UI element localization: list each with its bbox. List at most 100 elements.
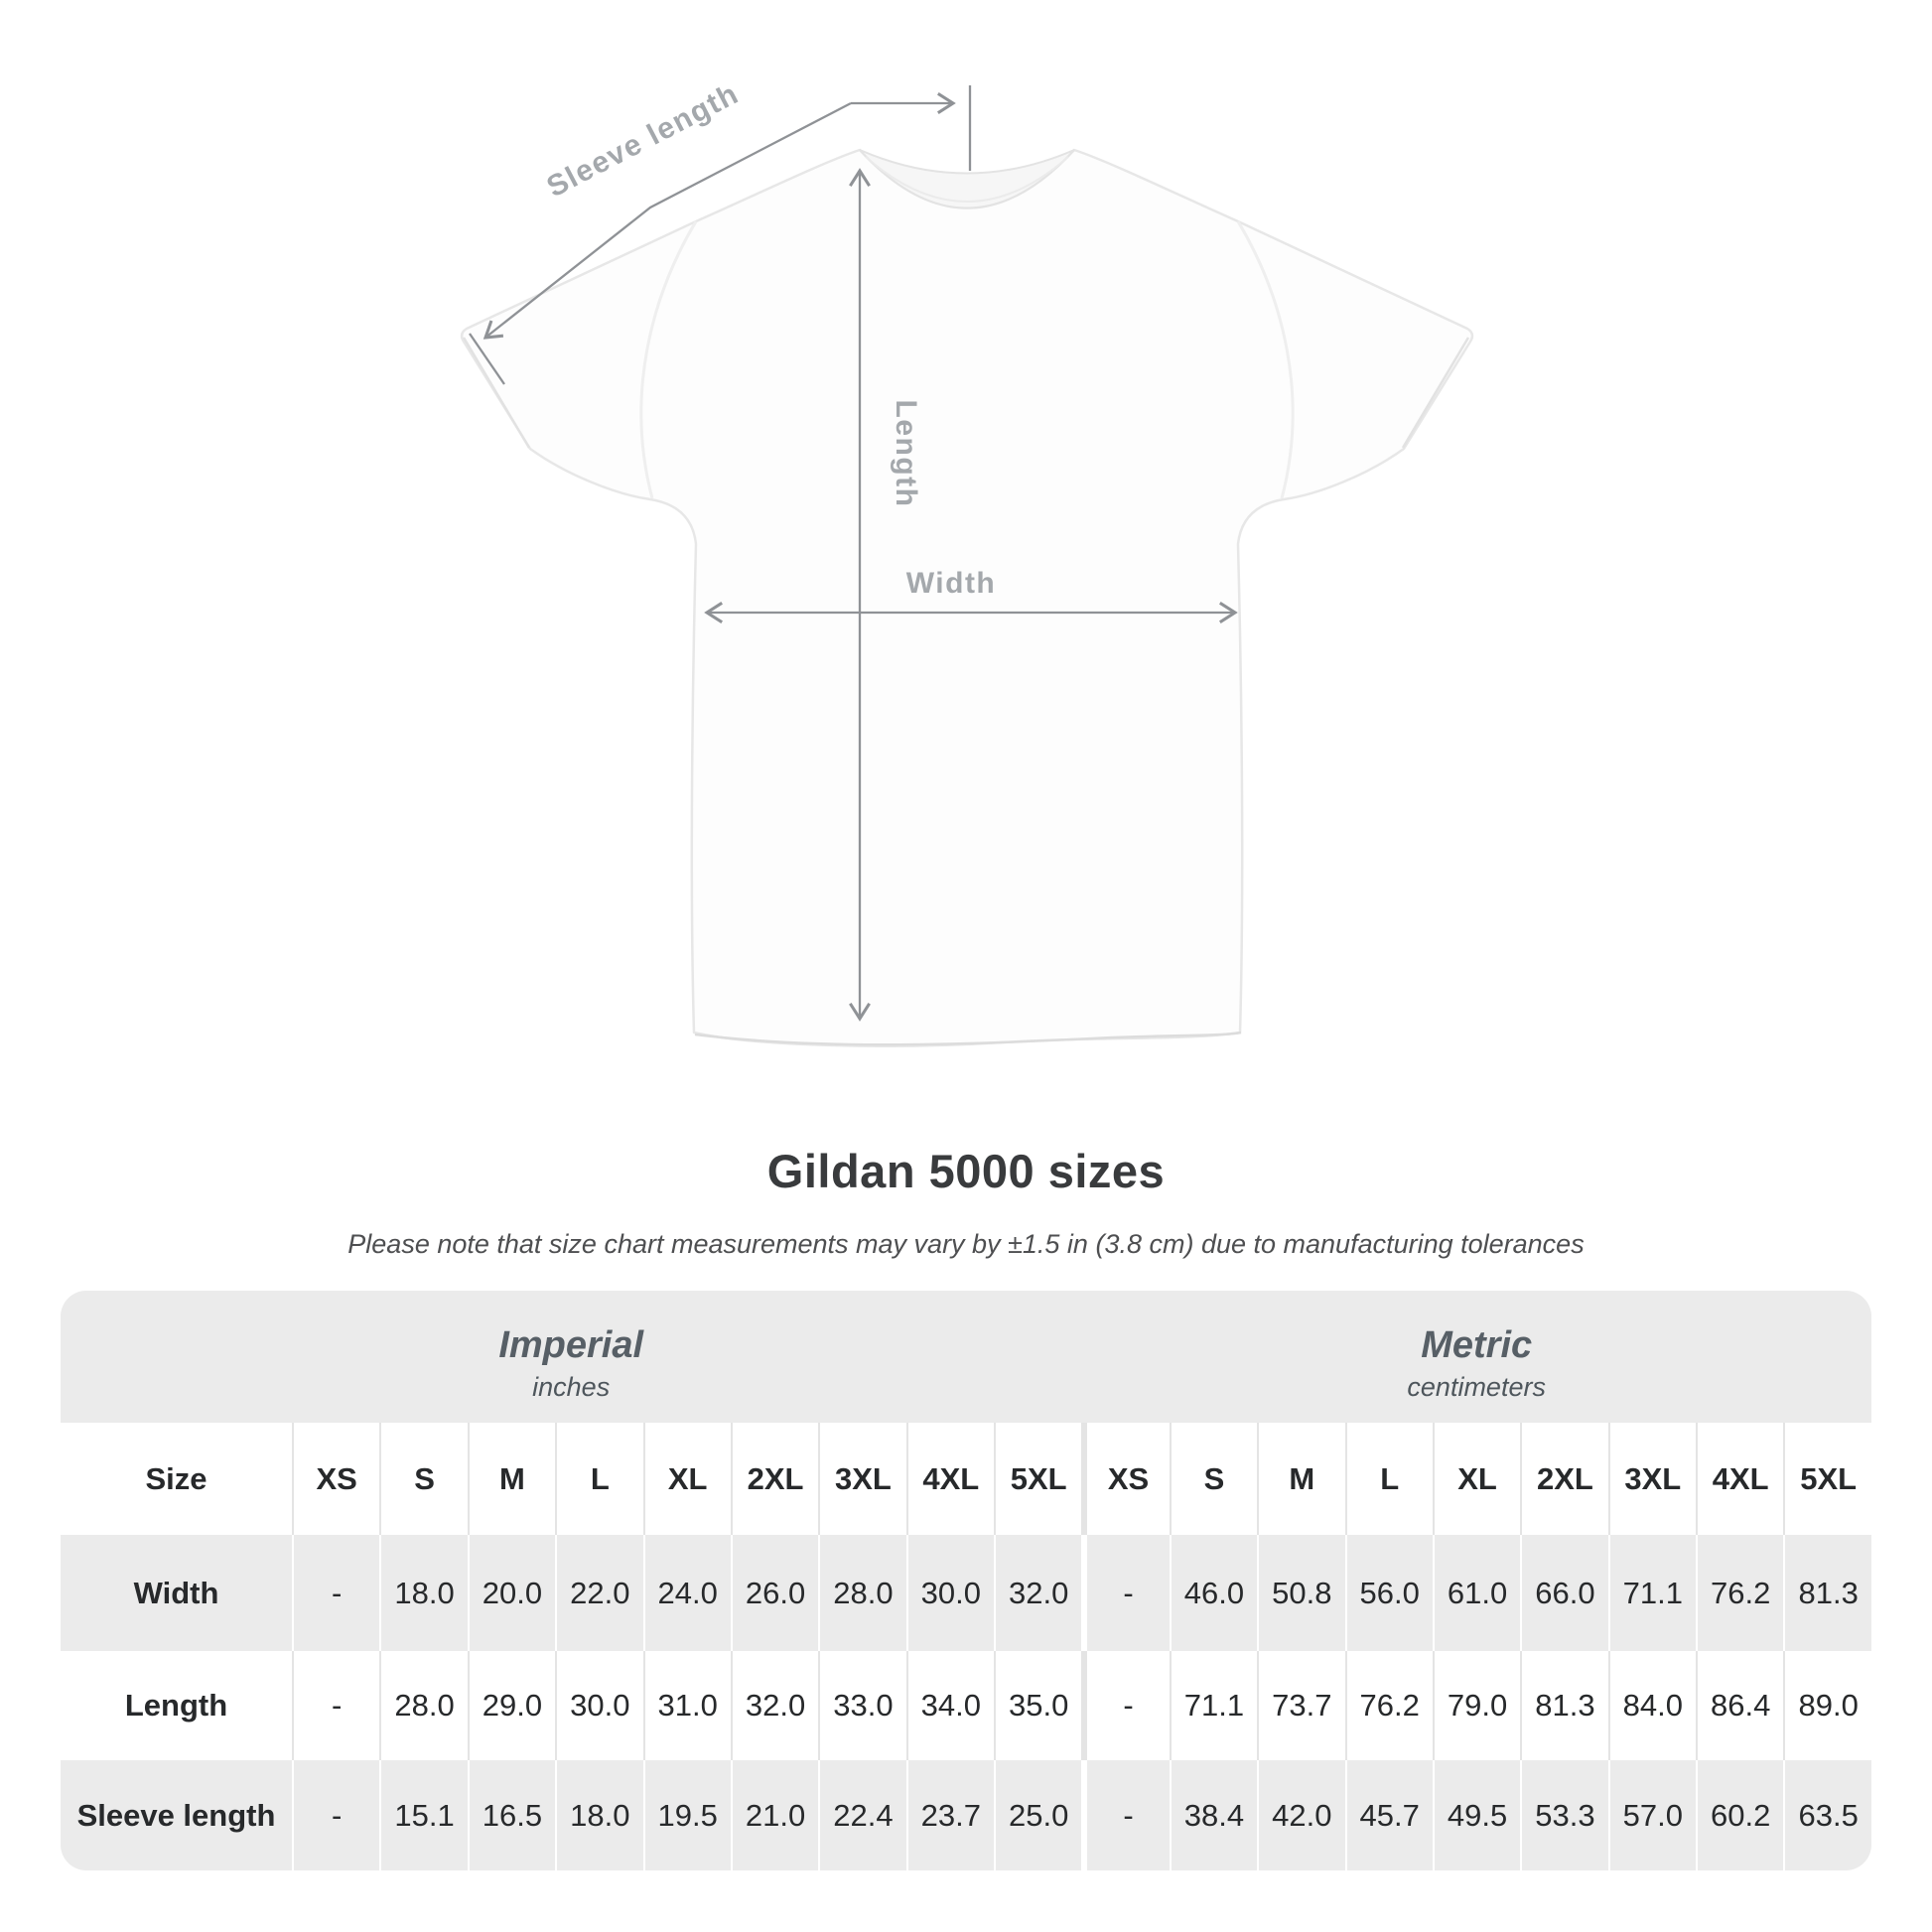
table-cell: 56.0 bbox=[1344, 1535, 1433, 1651]
length-label: Length bbox=[890, 400, 922, 508]
table-cell: 38.4 bbox=[1169, 1760, 1258, 1870]
size-col-metric-s: S bbox=[1169, 1423, 1258, 1535]
table-cell: 42.0 bbox=[1257, 1760, 1345, 1870]
table-cell: 73.7 bbox=[1257, 1651, 1345, 1760]
table-cell: 34.0 bbox=[905, 1651, 994, 1760]
sleeve-length-line bbox=[483, 101, 852, 340]
table-cell: 33.0 bbox=[818, 1651, 906, 1760]
collar bbox=[859, 149, 1075, 209]
length-row: Length - 28.0 29.0 30.0 31.0 32.0 33.0 3… bbox=[61, 1651, 1871, 1760]
table-cell: 32.0 bbox=[994, 1535, 1082, 1651]
table-cell: 31.0 bbox=[642, 1651, 731, 1760]
table-cell: 24.0 bbox=[642, 1535, 731, 1651]
table-cell: 28.0 bbox=[818, 1535, 906, 1651]
size-col-metric-3xl: 3XL bbox=[1607, 1423, 1696, 1535]
metric-header: Metric centimeters bbox=[1081, 1291, 1871, 1423]
table-cell: 22.0 bbox=[555, 1535, 643, 1651]
table-cell: 89.0 bbox=[1783, 1651, 1871, 1760]
sleeve-length-label: Sleeve length bbox=[542, 77, 745, 205]
table-cell: 25.0 bbox=[994, 1760, 1082, 1870]
table-cell: 46.0 bbox=[1169, 1535, 1258, 1651]
size-col-imperial-5xl: 5XL bbox=[994, 1423, 1082, 1535]
row-label-width: Width bbox=[61, 1535, 292, 1651]
table-cell: - bbox=[1081, 1760, 1170, 1870]
metric-unit: centimeters bbox=[1407, 1371, 1546, 1402]
table-cell: 21.0 bbox=[730, 1760, 819, 1870]
table-cell: 66.0 bbox=[1520, 1535, 1608, 1651]
size-col-imperial-4xl: 4XL bbox=[905, 1423, 994, 1535]
size-col-metric-xl: XL bbox=[1432, 1423, 1521, 1535]
table-cell: 28.0 bbox=[379, 1651, 468, 1760]
tolerance-note: Please note that size chart measurements… bbox=[347, 1229, 1585, 1259]
table-cell: 23.7 bbox=[905, 1760, 994, 1870]
table-cell: 32.0 bbox=[730, 1651, 819, 1760]
table-cell: 18.0 bbox=[555, 1760, 643, 1870]
imperial-title: Imperial bbox=[498, 1323, 644, 1366]
table-cell: 16.5 bbox=[467, 1760, 556, 1870]
table-cell: 50.8 bbox=[1257, 1535, 1345, 1651]
size-col-metric-2xl: 2XL bbox=[1520, 1423, 1608, 1535]
table-cell: 76.2 bbox=[1696, 1535, 1784, 1651]
imperial-header: Imperial inches bbox=[61, 1291, 1082, 1423]
table-cell: 71.1 bbox=[1607, 1535, 1696, 1651]
table-cell: 86.4 bbox=[1696, 1651, 1784, 1760]
size-col-metric-m: M bbox=[1257, 1423, 1345, 1535]
table-cell: - bbox=[1081, 1651, 1170, 1760]
sleeve-end-tick bbox=[469, 333, 505, 385]
table-cell: 30.0 bbox=[905, 1535, 994, 1651]
size-col-imperial-xs: XS bbox=[292, 1423, 380, 1535]
table-cell: 49.5 bbox=[1432, 1760, 1521, 1870]
size-col-imperial-2xl: 2XL bbox=[730, 1423, 819, 1535]
table-cell: 35.0 bbox=[994, 1651, 1082, 1760]
tshirt-shape bbox=[460, 148, 1474, 1047]
size-col-metric-l: L bbox=[1344, 1423, 1433, 1535]
table-cell: 30.0 bbox=[555, 1651, 643, 1760]
page-title: Gildan 5000 sizes bbox=[766, 1145, 1166, 1197]
size-table: Imperial inches Metric centimeters Size … bbox=[61, 1291, 1871, 1870]
table-cell: 18.0 bbox=[379, 1535, 468, 1651]
row-label-sleeve-length: Sleeve length bbox=[61, 1760, 292, 1870]
size-col-imperial-s: S bbox=[379, 1423, 468, 1535]
metric-title: Metric bbox=[1421, 1323, 1533, 1366]
measurement-lines bbox=[469, 85, 1238, 1022]
table-cell: 22.4 bbox=[818, 1760, 906, 1870]
unit-header-row: Imperial inches Metric centimeters bbox=[61, 1291, 1871, 1423]
size-col-metric-xs: XS bbox=[1081, 1423, 1170, 1535]
table-cell: 79.0 bbox=[1432, 1651, 1521, 1760]
table-cell: 15.1 bbox=[379, 1760, 468, 1870]
table-cell: 26.0 bbox=[730, 1535, 819, 1651]
table-cell: - bbox=[1081, 1535, 1170, 1651]
sleeve-length-row: Sleeve length - 15.1 16.5 18.0 19.5 21.0… bbox=[61, 1760, 1871, 1870]
tshirt-measurement-diagram: Sleeve length Length Width bbox=[460, 77, 1474, 1047]
table-cell: 81.3 bbox=[1783, 1535, 1871, 1651]
table-cell: - bbox=[292, 1535, 380, 1651]
width-row: Width - 18.0 20.0 22.0 24.0 26.0 28.0 30… bbox=[61, 1535, 1871, 1651]
size-col-imperial-3xl: 3XL bbox=[818, 1423, 906, 1535]
table-cell: 60.2 bbox=[1696, 1760, 1784, 1870]
size-column-header: Size bbox=[61, 1423, 292, 1535]
table-cell: 57.0 bbox=[1607, 1760, 1696, 1870]
table-cell: 71.1 bbox=[1169, 1651, 1258, 1760]
table-cell: - bbox=[292, 1651, 380, 1760]
table-cell: 19.5 bbox=[642, 1760, 731, 1870]
table-cell: 45.7 bbox=[1344, 1760, 1433, 1870]
width-label: Width bbox=[906, 567, 997, 600]
table-cell: 76.2 bbox=[1344, 1651, 1433, 1760]
table-cell: 53.3 bbox=[1520, 1760, 1608, 1870]
table-cell: 84.0 bbox=[1607, 1651, 1696, 1760]
size-col-imperial-m: M bbox=[467, 1423, 556, 1535]
tshirt-figure-svg: Sleeve length Length Width bbox=[460, 77, 1474, 1047]
size-col-metric-5xl: 5XL bbox=[1783, 1423, 1871, 1535]
table-cell: 81.3 bbox=[1520, 1651, 1608, 1760]
size-col-imperial-xl: XL bbox=[642, 1423, 731, 1535]
table-cell: - bbox=[292, 1760, 380, 1870]
table-cell: 20.0 bbox=[467, 1535, 556, 1651]
table-cell: 29.0 bbox=[467, 1651, 556, 1760]
size-col-imperial-l: L bbox=[555, 1423, 643, 1535]
imperial-unit: inches bbox=[532, 1371, 611, 1402]
size-header-row: Size XS S M L XL 2XL 3XL 4XL 5XL XS S M … bbox=[61, 1423, 1871, 1535]
row-label-length: Length bbox=[61, 1651, 292, 1760]
table-cell: 61.0 bbox=[1432, 1535, 1521, 1651]
table-cell: 63.5 bbox=[1783, 1760, 1871, 1870]
